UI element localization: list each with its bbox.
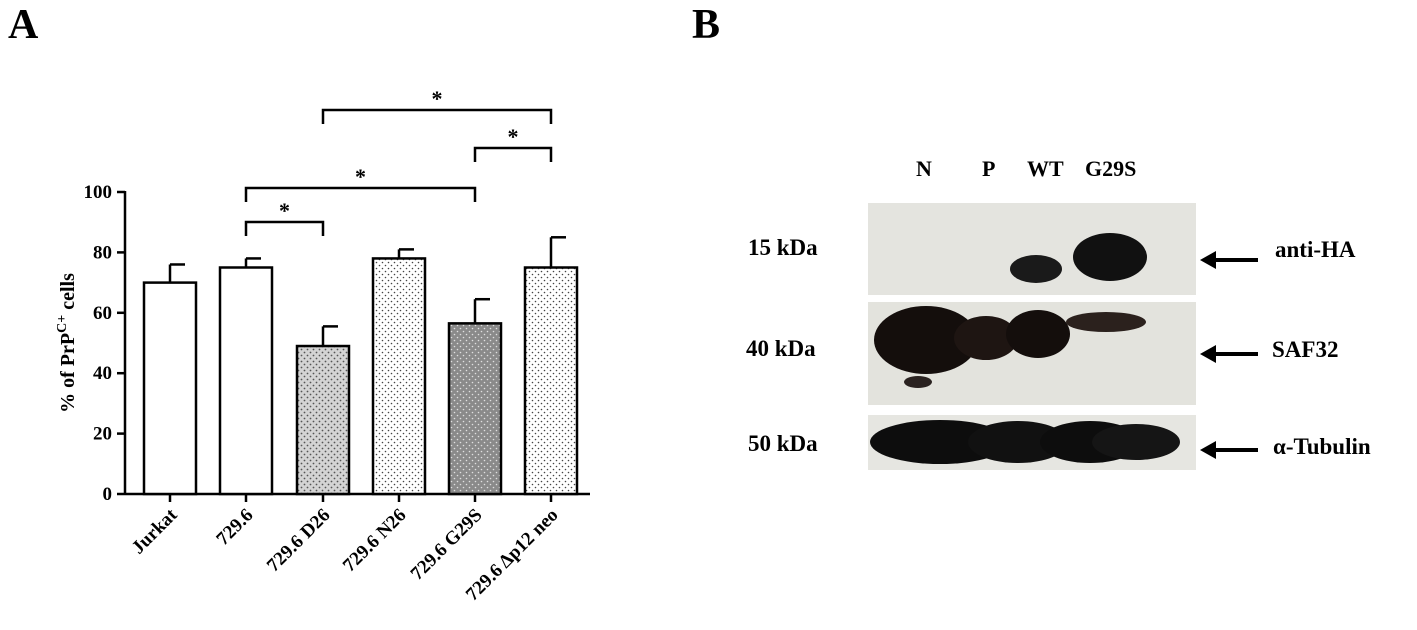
x-tick-label: Jurkat [128, 504, 182, 558]
x-tick-label: 729.6 N26 [339, 505, 411, 577]
bar [218, 266, 274, 496]
x-tick-label: 729.6 G29S [407, 505, 487, 585]
marker-40kda: 40 kDa [746, 336, 816, 361]
y-tick-label: 0 [103, 484, 113, 505]
blot-alpha-tubulin [868, 415, 1196, 470]
y-tick-label: 40 [93, 363, 112, 384]
significance-star: * [432, 86, 443, 111]
significance-star: * [279, 198, 290, 223]
arrow-left-icon [1200, 345, 1258, 363]
marker-50kda: 50 kDa [748, 431, 818, 456]
y-tick-label: 80 [93, 242, 112, 263]
significance-star: * [508, 124, 519, 149]
bar [523, 266, 579, 496]
significance-bracket [321, 108, 553, 124]
y-tick-label: 100 [84, 182, 113, 203]
lane-label-g29s: G29S [1085, 156, 1137, 181]
panel-b-letter: B [692, 2, 721, 48]
antibody-anti-ha: anti-HA [1275, 237, 1356, 262]
y-axis-label: % of PrPC+ cells [55, 273, 79, 413]
antibody-saf32: SAF32 [1272, 337, 1339, 362]
bar [295, 344, 351, 496]
y-tick-label: 20 [93, 424, 112, 445]
arrow-left-icon [1200, 441, 1258, 459]
panel-a-letter: A [8, 2, 39, 48]
blot-anti-ha [868, 203, 1196, 295]
arrow-left-icon [1200, 251, 1258, 269]
bar-chart: % of PrPC+ cells * * * * 0 20 40 60 80 100 Jurkat… [55, 86, 590, 605]
significance-star: * [355, 164, 366, 189]
lane-label-n: N [916, 156, 932, 181]
lane-label-wt: WT [1027, 156, 1064, 181]
bar [371, 257, 427, 496]
y-tick-label: 60 [93, 303, 112, 324]
x-tick-label: 729.6 D26 [263, 505, 335, 577]
blot-saf32 [868, 302, 1196, 405]
significance-bracket [244, 220, 325, 236]
significance-bracket [473, 146, 553, 162]
lane-label-p: P [982, 156, 996, 181]
bar [447, 322, 503, 496]
bar [142, 281, 198, 496]
marker-15kda: 15 kDa [748, 235, 818, 260]
x-tick-label: 729.6 [212, 505, 257, 550]
significance-bracket [244, 186, 477, 202]
western-blot-panel: B N P WT G29S 15 kDa 40 kDa 50 kDa [690, 0, 1417, 630]
antibody-alpha-tubulin: α-Tubulin [1273, 434, 1371, 459]
